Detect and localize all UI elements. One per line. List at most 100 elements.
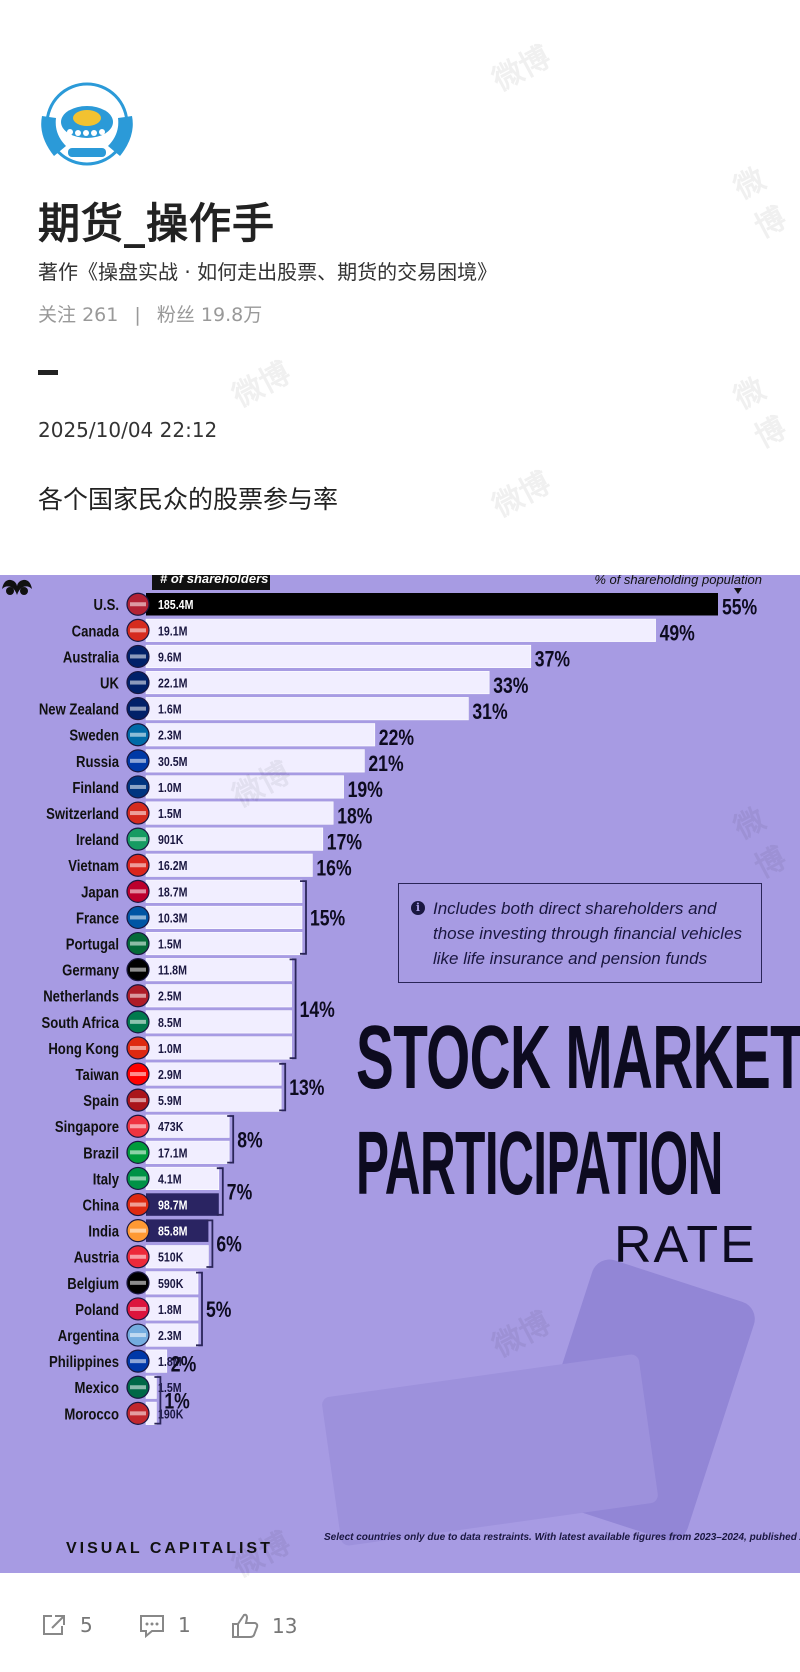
group-bracket [154,1376,162,1425]
flag-stripe-icon [130,1202,146,1207]
country-label: Argentina [58,1328,120,1345]
flag-stripe-icon [130,602,146,607]
like-button[interactable]: 13 [230,1612,297,1640]
bar [145,1166,220,1191]
country-label: Spain [83,1093,119,1110]
flag-stripe-icon [130,863,146,868]
percent-label: 17% [327,831,362,855]
shareholders-label: 1.5M [158,938,182,952]
country-label: U.S. [93,597,119,614]
flag-stripe-icon [130,1411,146,1416]
divider-dash [38,370,58,375]
following-label[interactable]: 关注 [38,304,77,326]
shareholders-label: 1.5M [158,1381,182,1395]
country-label: Sweden [69,728,119,745]
infographic: # of shareholders % of shareholding popul… [0,575,800,1573]
shareholders-label: 10.3M [158,912,188,926]
shareholders-label: 1.0M [158,1042,182,1056]
country-label: Belgium [67,1276,119,1293]
bar [146,1193,219,1216]
shareholders-label: 85.8M [158,1225,188,1239]
shareholders-label: 1.8M [158,1355,182,1369]
flag-stripe-icon [130,941,146,946]
watermark: 微博 [486,465,557,525]
shareholders-label: 2.3M [158,1329,182,1343]
shareholders-label: 901K [158,833,184,847]
percent-label: 18% [337,805,372,829]
following-count[interactable]: 261 [82,304,119,326]
shareholders-label: 4.1M [158,1173,182,1187]
percent-label: 5% [206,1298,232,1322]
stats-divider: | [134,304,141,326]
flag-stripe-icon [130,1280,146,1285]
post-text: 各个国家民众的股票参与率 [38,485,339,514]
shareholders-label: 510K [158,1251,184,1265]
percent-label: 16% [316,857,351,881]
shareholders-label: 9.6M [158,651,182,665]
info-icon: i [411,901,425,915]
watermark: 微博 [728,161,793,246]
shareholders-label: 590K [158,1277,184,1291]
percent-label: 14% [300,998,335,1022]
country-label: Russia [76,754,120,771]
watermark: 微博 [728,371,793,456]
shareholders-header: # of shareholders [160,575,268,586]
share-icon [43,1615,65,1635]
username[interactable]: 期货_操作手 [38,199,276,248]
user-stats: 关注 261 | 粉丝 19.8万 [38,300,262,327]
percent-label: 55% [722,596,757,620]
brand-name: VISUAL CAPITALIST [66,1540,273,1557]
country-label: Philippines [49,1354,119,1371]
flag-stripe-icon [130,889,146,894]
group-bracket [289,958,297,1060]
country-label: France [76,910,119,927]
flag-stripe-icon [130,758,146,763]
percent-label: 6% [216,1233,242,1257]
flag-stripe-icon [130,915,146,920]
comment-button[interactable]: 1 [138,1612,191,1638]
flag-stripe-icon [130,1072,146,1077]
percent-label: 15% [310,907,345,931]
percent-label: 37% [535,648,570,672]
followers-label[interactable]: 粉丝 [156,304,195,326]
country-label: China [83,1197,120,1214]
country-label: Portugal [66,936,119,953]
country-label: Hong Kong [48,1041,119,1058]
flag-stripe-icon [130,967,146,972]
flag-stripe-icon [130,1176,146,1181]
country-label: Netherlands [43,989,119,1006]
shareholders-label: 185.4M [158,598,193,612]
country-label: Italy [93,1171,120,1188]
flag-stripe-icon [130,1306,146,1311]
country-label: Finland [72,780,119,797]
shareholders-label: 190K [158,1408,184,1422]
share-button[interactable]: 5 [40,1612,93,1638]
group-bracket [227,1115,235,1164]
country-label: Singapore [55,1119,119,1136]
percent-label: 2% [171,1353,197,1377]
flag-stripe-icon [130,1385,146,1390]
percentage-header-pointer [734,588,742,594]
shareholders-label: 5.9M [158,1094,182,1108]
shareholders-label: 473K [158,1120,184,1134]
flag-stripe-icon [130,680,146,685]
shareholders-label: 22.1M [158,677,188,691]
flag-stripe-icon [130,1150,146,1155]
watermark: 微博 [226,355,297,415]
group-bracket [206,1219,214,1268]
followers-count[interactable]: 19.8万 [200,304,263,326]
percent-label: 7% [227,1181,253,1205]
shareholders-label: 11.8M [158,964,187,978]
laptop-illustration [322,1354,658,1546]
footnote: Select countries only due to data restra… [324,1532,800,1543]
country-label: New Zealand [39,702,119,719]
visual-capitalist-logo-icon [2,579,32,595]
avatar[interactable] [36,76,138,172]
action-bar: 5 1 13 [0,1612,800,1652]
country-label: Brazil [83,1145,119,1162]
note-box: i Includes both direct shareholders and … [398,883,762,983]
country-label: Morocco [64,1406,119,1423]
watermark: 微博 [486,39,557,99]
user-bio: 著作《操盘实战 · 如何走出股票、期货的交易困境》 [38,260,498,284]
title-line2: PARTICIPATION [356,1114,723,1214]
